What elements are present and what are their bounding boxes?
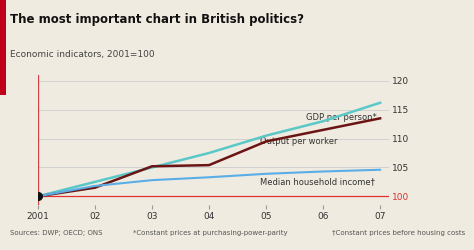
Text: Sources: DWP; OECD; ONS: Sources: DWP; OECD; ONS: [10, 230, 103, 236]
Text: Median household income†: Median household income†: [260, 178, 375, 186]
Text: *Constant prices at purchasing-power-parity: *Constant prices at purchasing-power-par…: [133, 230, 287, 236]
Text: The most important chart in British politics?: The most important chart in British poli…: [10, 12, 304, 26]
Text: Output per worker: Output per worker: [260, 137, 338, 146]
Text: GDP per person*: GDP per person*: [306, 113, 377, 122]
Text: Economic indicators, 2001=100: Economic indicators, 2001=100: [10, 50, 155, 59]
Text: †Constant prices before housing costs: †Constant prices before housing costs: [332, 230, 465, 236]
